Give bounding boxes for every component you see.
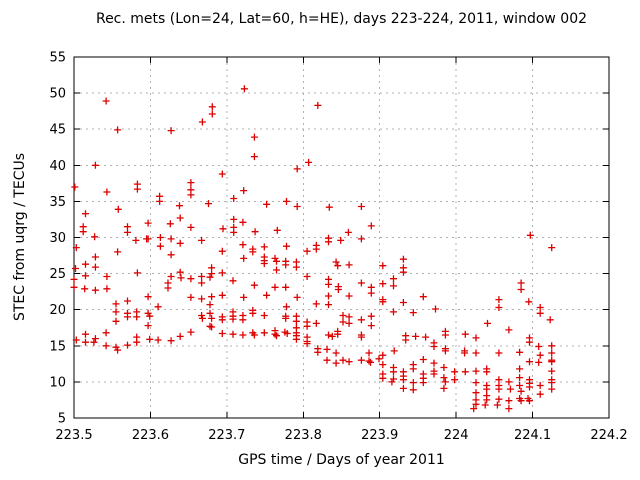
x-tick-label: 224.2 <box>590 428 627 443</box>
y-tick-label: 30 <box>49 231 66 246</box>
y-tick-label: 5 <box>58 412 66 427</box>
x-tick-label: 223.9 <box>361 428 398 443</box>
x-tick-label: 223.6 <box>132 428 169 443</box>
x-axis-label: GPS time / Days of year 2011 <box>238 452 445 468</box>
y-tick-label: 25 <box>49 267 66 282</box>
y-tick-label: 20 <box>49 303 66 318</box>
y-tick-label: 50 <box>49 87 66 102</box>
y-tick-label: 35 <box>49 195 66 210</box>
y-tick-label: 10 <box>49 375 66 390</box>
x-tick-label: 223.8 <box>285 428 322 443</box>
y-tick-label: 45 <box>49 123 66 138</box>
x-tick-label: 223.7 <box>208 428 245 443</box>
y-tick-label: 55 <box>49 51 66 66</box>
plot-border <box>73 56 610 419</box>
y-tick-label: 40 <box>49 159 66 174</box>
x-tick-label: 224 <box>444 428 469 443</box>
data-points <box>70 85 556 413</box>
x-tick-label: 224.1 <box>514 428 551 443</box>
y-tick-label: 15 <box>49 339 66 354</box>
chart-title: Rec. mets (Lon=24, Lat=60, h=HE), days 2… <box>95 11 588 27</box>
x-tick-label: 223.5 <box>55 428 92 443</box>
y-axis-label: STEC from uqrg / TECUs <box>12 152 28 322</box>
